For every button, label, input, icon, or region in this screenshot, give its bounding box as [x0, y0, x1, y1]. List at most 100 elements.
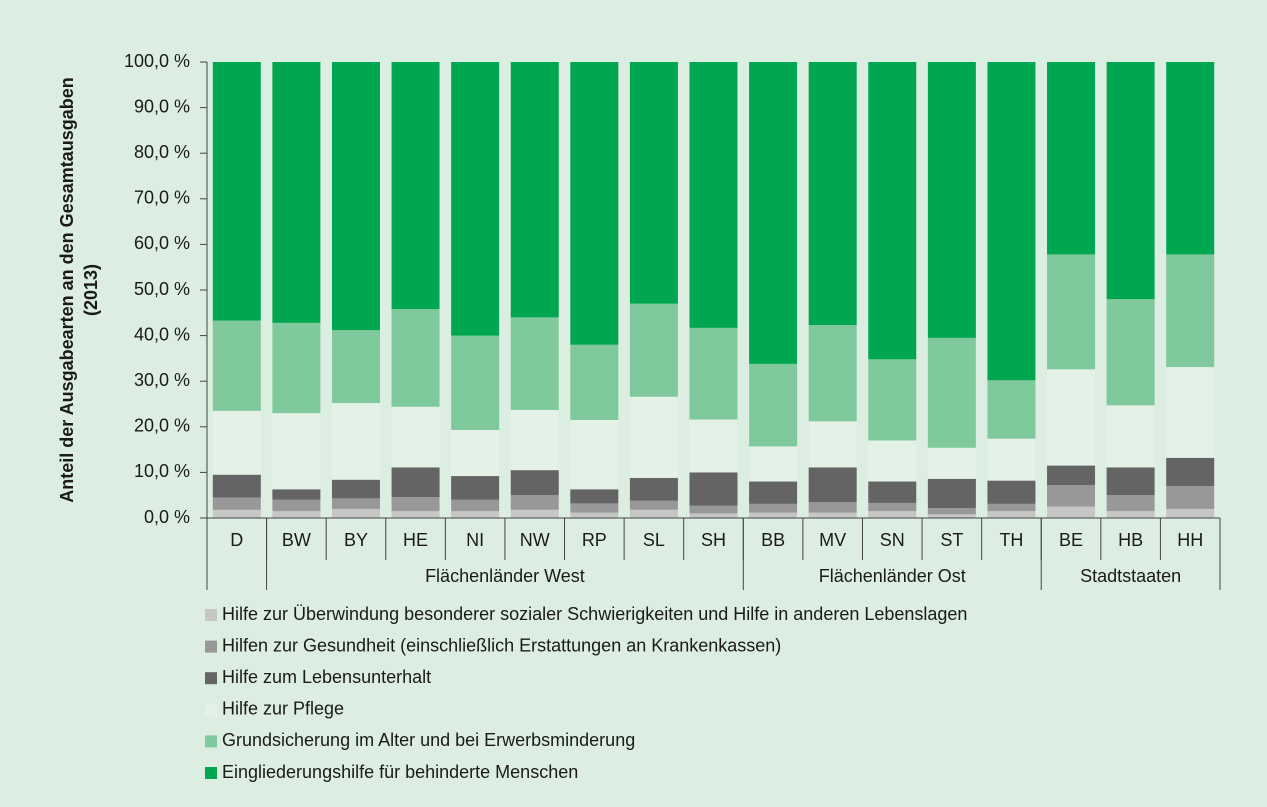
bar-segment: [927, 62, 976, 338]
bar-segment: [451, 499, 500, 512]
y-axis-title-line: (2013): [81, 264, 101, 316]
bar-segment: [987, 438, 1036, 481]
y-tick-label: 90,0 %: [134, 96, 190, 116]
bar-segment: [808, 421, 857, 468]
bar-segment: [1166, 508, 1215, 518]
bar-segment: [570, 344, 619, 420]
y-tick-label: 10,0 %: [134, 461, 190, 481]
legend-label: Hilfe zum Lebensunterhalt: [222, 667, 431, 687]
bar-segment: [749, 62, 798, 364]
y-axis-title-line: Anteil der Ausgabearten an den Gesamtaus…: [57, 77, 77, 502]
bar-segment: [689, 419, 738, 473]
bar-segment: [1047, 506, 1096, 518]
y-axis-title: Anteil der Ausgabearten an den Gesamtaus…: [57, 77, 101, 502]
bar-segment: [391, 62, 440, 310]
bar-segment: [927, 447, 976, 479]
bar-segment: [1047, 62, 1096, 255]
x-tick-label: TH: [999, 530, 1023, 550]
y-tick-label: 30,0 %: [134, 370, 190, 390]
bar-segment: [212, 320, 261, 411]
bar-segment: [749, 503, 798, 513]
bar-segment: [212, 509, 261, 518]
x-tick-label: MV: [819, 530, 846, 550]
legend-label: Hilfe zur Pflege: [222, 699, 344, 719]
bar-segment: [987, 62, 1036, 381]
bar-segment: [570, 419, 619, 490]
bar-segment: [868, 511, 917, 518]
bar-segment: [808, 62, 857, 326]
bar-segment: [272, 322, 321, 414]
bar-segment: [391, 497, 440, 512]
bar-segment: [451, 511, 500, 518]
x-tick-label: BW: [282, 530, 311, 550]
y-tick-label: 0,0 %: [144, 507, 190, 527]
bar-segment: [689, 472, 738, 506]
legend-swatch: [205, 640, 217, 653]
x-tick-label: SN: [880, 530, 905, 550]
bar-segment: [451, 429, 500, 477]
bar-segment: [927, 507, 976, 515]
bar-segment: [391, 309, 440, 407]
bar-segment: [868, 440, 917, 482]
legend-swatch: [205, 609, 217, 621]
bar-segment: [749, 363, 798, 447]
bar-segment: [868, 359, 917, 441]
legend-label: Grundsicherung im Alter und bei Erwerbsm…: [222, 730, 635, 750]
bar-segment: [629, 303, 678, 397]
bar-segment: [808, 325, 857, 422]
bar-segment: [629, 500, 678, 510]
bar-segment: [808, 512, 857, 518]
bar-segment: [451, 62, 500, 336]
bar-segment: [510, 317, 559, 410]
legend-swatch: [205, 672, 217, 685]
y-tick-label: 50,0 %: [134, 279, 190, 299]
bar-segment: [212, 474, 261, 498]
bar-segment: [987, 480, 1036, 504]
bar-segment: [1166, 254, 1215, 368]
y-tick-label: 40,0 %: [134, 324, 190, 344]
bar-segment: [1166, 486, 1215, 509]
bar-segment: [272, 62, 321, 323]
bar-segment: [570, 489, 619, 504]
bar-segment: [570, 512, 619, 518]
bar-segment: [689, 327, 738, 420]
x-tick-label: NI: [466, 530, 484, 550]
y-tick-label: 100,0 %: [124, 51, 190, 71]
x-tick-label: BE: [1059, 530, 1083, 550]
bar-segment: [1106, 405, 1155, 468]
bar-segment: [868, 481, 917, 503]
legend-label: Eingliederungshilfe für behinderte Mensc…: [222, 762, 578, 782]
bar-segment: [272, 413, 321, 490]
bar-segment: [749, 446, 798, 482]
bar-segment: [331, 508, 380, 518]
bar-segment: [391, 467, 440, 498]
bar-segment: [1047, 369, 1096, 466]
bar-segment: [689, 513, 738, 518]
bar-segment: [808, 467, 857, 503]
bar-segment: [272, 511, 321, 518]
bar-segment: [629, 396, 678, 478]
bar-segment: [1106, 511, 1155, 518]
bar-segment: [391, 406, 440, 468]
bar-segment: [629, 62, 678, 304]
bar-segment: [212, 497, 261, 510]
bar-segment: [510, 470, 559, 496]
y-tick-label: 70,0 %: [134, 188, 190, 208]
bar-segment: [629, 509, 678, 518]
bar-segment: [1166, 367, 1215, 458]
group-label: Stadtstaaten: [1080, 566, 1181, 586]
bar-segment: [927, 514, 976, 518]
bar-segment: [212, 62, 261, 321]
bar-segment: [629, 477, 678, 501]
legend-swatch: [205, 767, 217, 779]
bar-segment: [272, 489, 321, 500]
x-tick-label: HH: [1177, 530, 1203, 550]
bar-segment: [331, 498, 380, 509]
bar-segment: [451, 476, 500, 500]
legend-swatch: [205, 735, 217, 748]
bar-segment: [749, 481, 798, 504]
y-tick-label: 80,0 %: [134, 142, 190, 162]
bar-segment: [987, 380, 1036, 439]
